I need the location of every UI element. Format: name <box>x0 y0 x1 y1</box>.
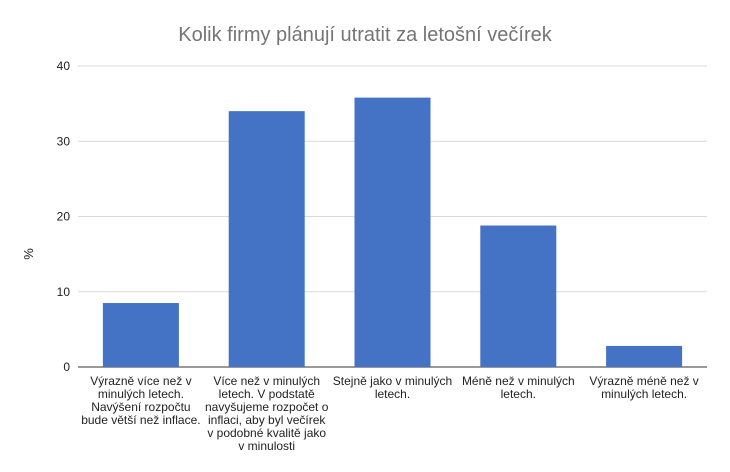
bars <box>102 97 683 368</box>
x-category-label-line: bude větší než inflace. <box>81 413 200 427</box>
bar <box>354 97 431 367</box>
x-axis-labels: Výrazně více než v minulých letech. Navýše… <box>81 374 699 453</box>
x-category-label: Více než v minulých letech. V podstatě nav… <box>205 374 329 453</box>
y-tick-label: 10 <box>57 285 71 299</box>
x-category-label-line: letech. <box>501 387 536 401</box>
x-category-label: Méně než v minulých letech. <box>462 374 575 401</box>
x-category-label-line: letech. <box>375 387 410 401</box>
y-tick-label: 20 <box>57 210 71 224</box>
x-category-label-line: Výrazně více než v <box>90 374 191 388</box>
x-category-label-line: v podobné kvalitě jako <box>207 426 326 440</box>
x-category-label-line: letech. V podstatě <box>219 387 315 401</box>
x-category-label-line: v minulosti <box>238 439 295 453</box>
x-category-label-line: navyšujeme rozpočet o <box>205 400 329 414</box>
y-tick-label: 40 <box>57 59 71 73</box>
x-category-label-line: Více než v minulých <box>213 374 320 388</box>
x-category-label: Výrazně více než v minulých letech. Navýše… <box>81 374 200 427</box>
bar <box>606 345 683 367</box>
bar <box>228 111 305 368</box>
bar <box>102 303 179 367</box>
x-category-label-line: inflaci, aby byl večírek <box>208 413 326 427</box>
x-category-label-line: Stejně jako v minulých <box>333 374 452 388</box>
y-tick-label: 30 <box>57 134 71 148</box>
x-category-label-line: Výrazně méně než v <box>589 374 698 388</box>
y-axis-label: % <box>21 248 36 260</box>
x-category-label: Stejně jako v minulých letech. <box>333 374 452 401</box>
y-axis-ticks: 0 10 20 30 40 <box>57 59 71 374</box>
chart-title: Kolik firmy plánují utratit za letošní v… <box>178 24 552 46</box>
x-category-label-line: minulých letech. <box>601 387 687 401</box>
x-category-label-line: Méně než v minulých <box>462 374 575 388</box>
x-category-label-line: minulých letech. <box>98 387 184 401</box>
x-category-label: Výrazně méně než v minulých letech. <box>589 374 698 401</box>
x-category-label-line: Navýšení rozpočtu <box>91 400 190 414</box>
y-tick-label: 0 <box>63 360 70 374</box>
bar <box>480 225 557 367</box>
